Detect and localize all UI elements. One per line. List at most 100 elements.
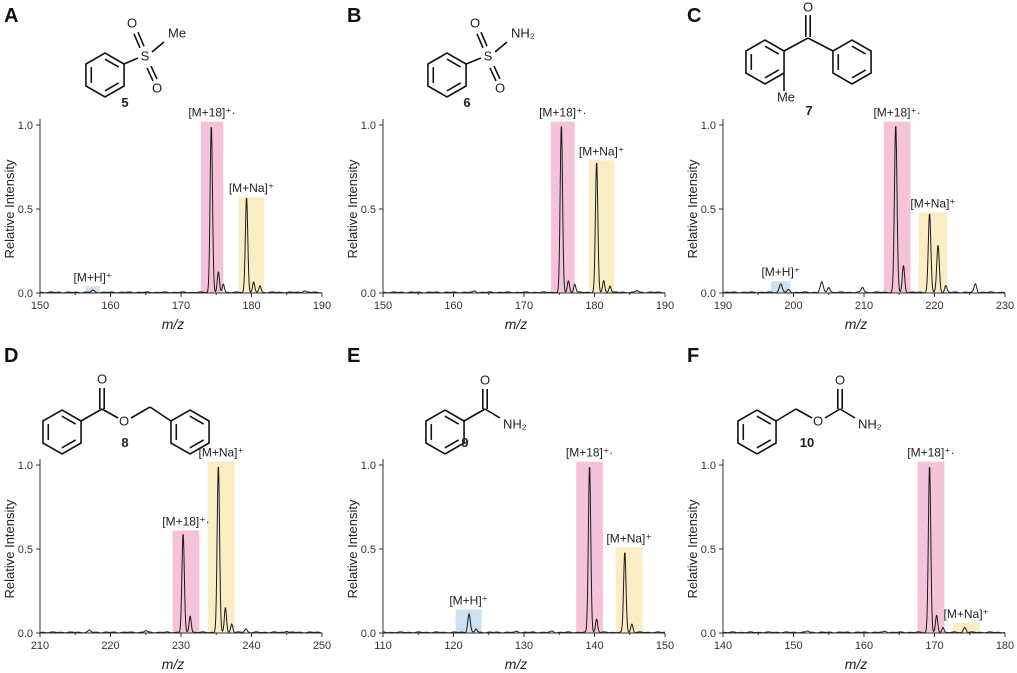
- x-tick-label: 250: [313, 640, 331, 652]
- x-tick-label: 150: [31, 300, 49, 312]
- ring-double-bond: [446, 82, 462, 92]
- highlight-band-blue: [770, 281, 791, 293]
- chemical-structure: S O O NH₂: [427, 15, 535, 98]
- spectrum-panel-a: A S O O Me 5 150 160 170 180 190 0.0 0.5 1.0 m/z Relati…: [2, 5, 331, 332]
- atom-label: O: [813, 413, 823, 428]
- atom-label: O: [803, 0, 813, 14]
- compound-number: 8: [121, 435, 128, 450]
- ring-double-bond: [446, 58, 462, 68]
- x-tick-label: 180: [585, 300, 603, 312]
- bond: [824, 408, 841, 419]
- ring-double-bond: [444, 415, 460, 425]
- bond: [101, 408, 119, 419]
- ion-label: [M+Na]⁺: [910, 196, 955, 210]
- atom-label: O: [119, 413, 129, 428]
- highlight-band-yellow: [207, 461, 235, 633]
- y-axis-label: Relative Intensity: [2, 159, 17, 258]
- phenyl-ring: [737, 409, 777, 455]
- phenyl-ring: [85, 52, 125, 98]
- compound-number: 7: [805, 103, 812, 118]
- x-tick-label: 160: [855, 640, 873, 652]
- chemical-structure: S O O Me: [85, 15, 186, 98]
- ion-label: [M+18]⁺·: [539, 106, 586, 120]
- y-axis-label: Relative Intensity: [345, 499, 360, 598]
- x-tick-label: 160: [101, 300, 119, 312]
- chemical-structure: O O NH₂: [737, 372, 882, 455]
- x-tick-label: 190: [313, 300, 331, 312]
- y-tick-label: 1.0: [18, 460, 33, 472]
- ring-double-bond: [851, 45, 867, 55]
- y-axis-label: Relative Intensity: [685, 159, 700, 258]
- x-tick-label: 200: [784, 300, 802, 312]
- double-bond: [133, 33, 141, 49]
- x-tick-label: 190: [656, 300, 674, 312]
- atom-label: S: [141, 48, 150, 63]
- y-tick-label: 0.5: [361, 544, 376, 556]
- ring-double-bond: [764, 45, 780, 55]
- atom-label: NH₂: [858, 416, 882, 431]
- ion-label: [M+Na]⁺: [944, 607, 989, 621]
- bond: [149, 406, 172, 422]
- double-bond: [137, 31, 145, 47]
- bond: [130, 406, 151, 419]
- highlight-band-yellow: [952, 622, 980, 633]
- double-bond: [493, 65, 501, 80]
- y-tick-label: 0.0: [18, 288, 33, 300]
- ion-label: [M+Na]⁺: [579, 144, 624, 158]
- panel-letter: E: [347, 345, 360, 367]
- x-tick-label: 210: [855, 300, 873, 312]
- x-axis-label: m/z: [845, 316, 868, 332]
- y-tick-label: 0.0: [701, 628, 716, 640]
- x-axis-label: m/z: [505, 656, 528, 672]
- bond: [151, 41, 165, 53]
- atom-label: Me: [777, 89, 795, 104]
- highlight-band-yellow: [918, 212, 948, 293]
- double-bond: [489, 67, 497, 82]
- atom-label: O: [470, 15, 480, 30]
- double-bond: [150, 65, 158, 80]
- spectrum-trace: [39, 127, 323, 294]
- y-axis-label: Relative Intensity: [685, 499, 700, 598]
- atom-label: NH₂: [503, 416, 527, 431]
- atom-label: Me: [168, 25, 186, 40]
- x-axis-label: m/z: [505, 316, 528, 332]
- bond: [494, 41, 508, 53]
- x-tick-label: 150: [374, 300, 392, 312]
- x-tick-label: 230: [172, 640, 190, 652]
- compound-number: 5: [121, 95, 128, 110]
- y-tick-label: 0.0: [361, 628, 376, 640]
- ion-label: [M+18]⁺·: [188, 106, 235, 120]
- highlight-band-blue: [455, 609, 482, 633]
- y-tick-label: 0.5: [701, 544, 716, 556]
- x-tick-label: 210: [31, 640, 49, 652]
- ion-label: [M+H]⁺: [761, 265, 800, 279]
- x-tick-label: 180: [996, 640, 1014, 652]
- bond: [463, 408, 486, 422]
- y-tick-label: 0.5: [701, 204, 716, 216]
- x-tick-label: 220: [925, 300, 943, 312]
- bond: [839, 408, 856, 419]
- y-tick-label: 1.0: [18, 120, 33, 132]
- y-tick-label: 1.0: [361, 120, 376, 132]
- chemical-structure: O Me: [745, 0, 872, 104]
- y-tick-label: 0.5: [18, 204, 33, 216]
- bond: [775, 408, 797, 422]
- x-axis-label: m/z: [845, 656, 868, 672]
- ion-label: [M+18]⁺·: [907, 446, 954, 460]
- highlight-band-pink: [172, 530, 200, 633]
- ring-double-bond: [851, 69, 867, 79]
- atom-label: O: [97, 371, 107, 386]
- x-tick-label: 130: [515, 640, 533, 652]
- y-tick-label: 0.0: [701, 288, 716, 300]
- double-bond: [146, 67, 154, 82]
- x-tick-label: 170: [925, 640, 943, 652]
- bond: [795, 408, 813, 419]
- double-bond: [476, 33, 484, 49]
- ring-double-bond: [444, 439, 460, 449]
- ion-label: [M+Na]⁺: [229, 181, 274, 195]
- x-tick-label: 180: [242, 300, 260, 312]
- ring-double-bond: [104, 82, 120, 92]
- x-tick-label: 240: [242, 640, 260, 652]
- phenyl-ring: [425, 409, 465, 455]
